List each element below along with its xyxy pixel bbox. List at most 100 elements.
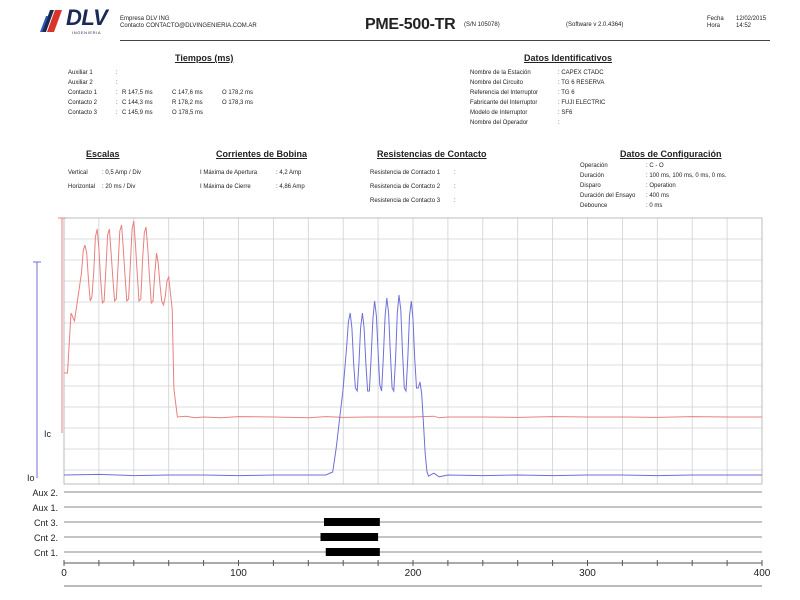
- contacto-label: Contacto: [120, 23, 145, 29]
- info-row: Referencia del Interruptor: TG 6: [470, 90, 605, 97]
- row-label: Vertical: [68, 170, 88, 176]
- trace-label: Cnt 3.: [34, 518, 58, 528]
- row-label: I Máxima de Apertura: [200, 170, 258, 176]
- model-title: PME-500-TR: [365, 16, 456, 33]
- row-sep: :: [116, 80, 118, 86]
- row-value: : TG 6 RESERVA: [558, 80, 605, 86]
- row-label: Duración del Ensayo: [580, 193, 636, 199]
- row-value: : 0,5 Amp / Div: [102, 170, 142, 176]
- info-row: Fabricante del Interruptor : FUJI ELECTRI…: [470, 100, 605, 107]
- row-value: : 0 ms: [646, 203, 663, 209]
- row-value: : 400 ms: [646, 193, 670, 199]
- x-tick-label: 400: [754, 568, 771, 579]
- tiempos-row: Contacto 3: C 145,9 ms O 178,5 ms: [68, 110, 253, 117]
- escalas-title: Escalas: [86, 149, 120, 159]
- trace-label: Cnt 2.: [34, 533, 58, 543]
- row-c1: R 147,5 ms: [122, 90, 153, 96]
- series-line-io: [63, 294, 762, 478]
- info-row: Vertical : 0,5 Amp / Div: [68, 170, 141, 177]
- x-tick-label: 300: [579, 568, 596, 579]
- info-row: Duración del Ensayo : 400 ms: [580, 193, 726, 200]
- corrientes-table: I Máxima de Apertura : 4,2 Amp I Máxima d…: [200, 170, 305, 191]
- row-label: Nombre de la Estación: [470, 70, 531, 76]
- hora-value: 14:52: [736, 23, 752, 29]
- row-label: Disparo: [580, 183, 601, 189]
- logo-text: DLV: [66, 5, 108, 30]
- serial-number: (S/N 105078): [464, 22, 500, 28]
- software-version: (Software v 2.0.4364): [566, 22, 624, 28]
- row-label: Resistencia de Contacto 1: [370, 170, 441, 176]
- row-label: Resistencia de Contacto 2: [370, 184, 441, 190]
- row-c3: O 178,2 ms: [222, 90, 254, 96]
- row-label: Auxiliar 1: [68, 70, 93, 76]
- info-row: Resistencia de Contacto 2:: [370, 184, 456, 191]
- tiempos-row: Contacto 2: C 144,3 ms R 178,2 ms O 178,3 m…: [68, 100, 253, 107]
- tiempos-title: Tiempos (ms): [175, 53, 234, 63]
- contact-bar: [324, 518, 380, 526]
- logo-icon: [40, 8, 64, 34]
- info-row: Nombre del Operador:: [470, 120, 605, 127]
- configuracion-table: Operación : C - O Duración : 100 ms, 100 m…: [580, 163, 726, 210]
- fecha-label: Fecha: [707, 16, 724, 22]
- info-row: Disparo : Operation: [580, 183, 726, 190]
- plot-frame: [63, 217, 763, 485]
- contact-bar: [325, 548, 380, 556]
- info-row: Modelo de Interruptor : SF6: [470, 110, 605, 117]
- row-c1: C 144,3 ms: [122, 100, 153, 106]
- info-row: Duración : 100 ms, 100 ms, 0 ms, 0 ms.: [580, 173, 726, 180]
- series-line-ic: [64, 220, 762, 419]
- info-row: Resistencia de Contacto 1:: [370, 170, 456, 177]
- row-label: Duración: [580, 173, 605, 179]
- row-label: Horizontal: [68, 184, 96, 190]
- row-value: : SF6: [558, 110, 573, 116]
- row-value: : 4,2 Amp: [276, 170, 302, 176]
- row-value: :: [558, 120, 560, 126]
- io-axis-label: Io: [27, 473, 35, 483]
- x-tick-label: 0: [61, 568, 67, 579]
- row-label: I Máxima de Cierre: [200, 184, 251, 190]
- row-label: Debounce: [580, 203, 608, 209]
- tiempos-row: Auxiliar 2:: [68, 80, 253, 87]
- escalas-table: Vertical: 0,5 Amp / Div Horizontal: 20 m…: [68, 170, 141, 191]
- row-c1: C 145,9 ms: [122, 110, 153, 116]
- row-label: Operación: [580, 163, 608, 169]
- corrientes-title: Corrientes de Bobina: [216, 149, 308, 159]
- row-c3: O 178,3 ms: [222, 100, 254, 106]
- trace-label: Aux 2.: [32, 488, 58, 498]
- row-value: :: [454, 170, 456, 176]
- row-value: : C - O: [646, 163, 664, 169]
- hora-label: Hora: [707, 23, 721, 29]
- row-sep: :: [116, 100, 118, 106]
- row-value: : FUJI ELECTRIC: [558, 100, 606, 106]
- empresa-label: Empresa: [120, 16, 145, 22]
- tiempos-table: Auxiliar 1: Auxiliar 2: Contacto 1: R 147…: [68, 70, 253, 117]
- contact-bar: [320, 533, 379, 541]
- row-label: Modelo de Interruptor: [470, 110, 528, 116]
- row-c2: O 178,5 ms: [172, 110, 204, 116]
- info-row: Debounce : 0 ms: [580, 203, 726, 210]
- row-label: Resistencia de Contacto 3: [370, 198, 441, 204]
- header-divider: [120, 40, 770, 41]
- info-row: Operación : C - O: [580, 163, 726, 170]
- row-label: Fabricante del Interruptor: [470, 100, 538, 106]
- row-value: : Operation: [646, 183, 676, 189]
- row-value: : 100 ms, 100 ms, 0 ms, 0 ms.: [646, 173, 727, 179]
- row-c2: C 147,6 ms: [172, 90, 203, 96]
- configuracion-title: Datos de Configuración: [620, 149, 722, 159]
- row-label: Nombre del Circuito: [470, 80, 524, 86]
- resistencias-table: Resistencia de Contacto 1: Resistencia d…: [370, 170, 456, 205]
- x-tick-label: 100: [230, 568, 247, 579]
- info-row: Nombre del Circuito : TG 6 RESERVA: [470, 80, 605, 87]
- tiempos-row: Contacto 1: R 147,5 ms C 147,6 ms O 178,2 m…: [68, 90, 253, 97]
- row-label: Contacto 1: [68, 90, 98, 96]
- row-value: : CAPEX CTADC: [558, 70, 604, 76]
- tiempos-row: Auxiliar 1:: [68, 70, 253, 77]
- fecha-value: 12/02/2015: [736, 16, 767, 22]
- trace-label: Cnt 1.: [34, 548, 58, 558]
- row-label: Referencia del Interruptor: [470, 90, 539, 96]
- row-c2: R 178,2 ms: [172, 100, 203, 106]
- resistencias-title: Resistencias de Contacto: [377, 149, 487, 159]
- logo-subtext: INGENIERIA: [72, 30, 102, 35]
- row-value: :: [454, 198, 456, 204]
